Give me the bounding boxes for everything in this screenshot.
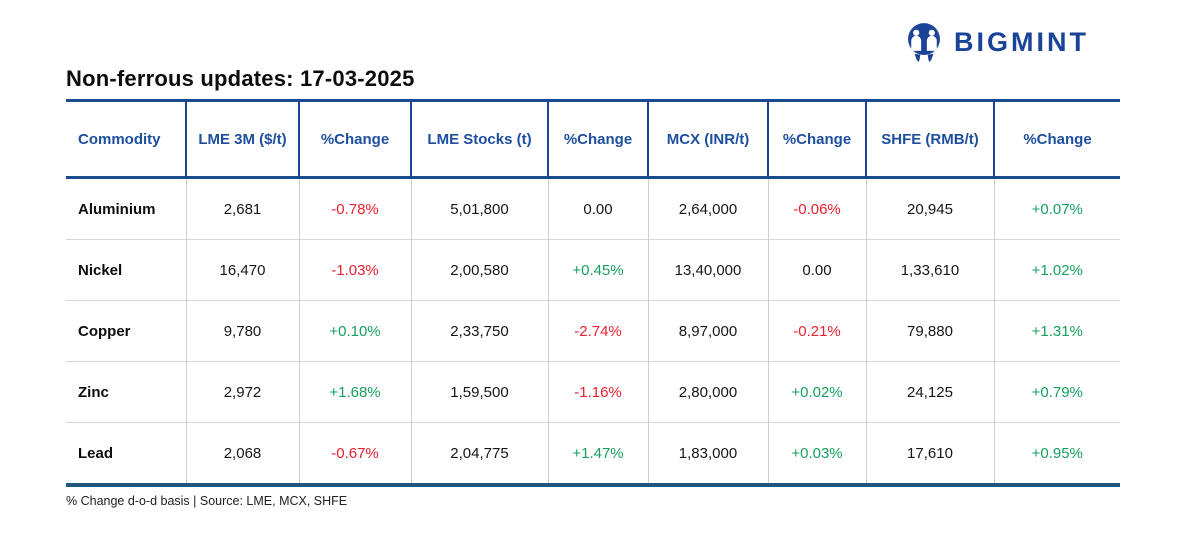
table-cell: 1,83,000 [647,422,768,487]
table-body: Aluminium 2,681 -0.78% 5,01,800 0.00 2,64,000… [66,177,1120,487]
column-header: Commodity [66,99,186,179]
table-cell: 9,780 [185,300,299,362]
brand-wordmark: BIGMINT [954,26,1089,57]
table-cell: +0.79% [993,361,1120,423]
table-cell: -1.16% [547,361,648,423]
table-cell: +0.07% [993,177,1120,240]
page-title: Non-ferrous updates: 17-03-2025 [66,66,415,91]
brand-header: BIGMINT [903,22,1089,62]
column-header: %Change [993,99,1120,179]
table-cell: +1.68% [298,361,411,423]
table-cell: 2,681 [185,177,299,240]
table-cell: 16,470 [185,239,299,301]
table-row: Zinc 2,972 +1.68% 1,59,500 -1.16% 2,80,000 +0.… [66,361,1120,423]
table-cell: -0.21% [767,300,866,362]
table-header-row: Commodity LME 3M ($/t) %Change LME Stocks (… [66,99,1120,179]
commodity-name: Copper [66,300,186,362]
commodity-name: Aluminium [66,177,186,240]
column-header: %Change [767,99,866,179]
table-row: Nickel 16,470 -1.03% 2,00,580 +0.45% 13,40,00… [66,239,1120,301]
table-cell: 0.00 [547,177,648,240]
table-cell: 2,04,775 [410,422,548,487]
table-cell: +0.10% [298,300,411,362]
table-cell: 0.00 [767,239,866,301]
column-header: LME 3M ($/t) [185,99,299,179]
table-cell: 20,945 [865,177,994,240]
table-cell: +0.03% [767,422,866,487]
table-row: Aluminium 2,681 -0.78% 5,01,800 0.00 2,64,000… [66,177,1120,240]
table-row: Lead 2,068 -0.67% 2,04,775 +1.47% 1,83,000 +0.… [66,422,1120,487]
table-cell: +0.45% [547,239,648,301]
column-header: LME Stocks (t) [410,99,548,179]
table-cell: 2,00,580 [410,239,548,301]
table-cell: +1.47% [547,422,648,487]
table-cell: 79,880 [865,300,994,362]
table-cell: 5,01,800 [410,177,548,240]
table-cell: 2,972 [185,361,299,423]
table-cell: -0.06% [767,177,866,240]
table-cell: 17,610 [865,422,994,487]
table-cell: 8,97,000 [647,300,768,362]
table-cell: +1.31% [993,300,1120,362]
table-cell: -0.67% [298,422,411,487]
column-header: %Change [298,99,411,179]
nonferrous-price-table: Commodity LME 3M ($/t) %Change LME Stocks (… [66,99,1120,487]
table-cell: 1,59,500 [410,361,548,423]
table-cell: -1.03% [298,239,411,301]
table-cell: 2,80,000 [647,361,768,423]
source-footnote: % Change d-o-d basis | Source: LME, MCX,… [66,494,348,508]
commodity-name: Zinc [66,361,186,423]
table-cell: +0.95% [993,422,1120,487]
table-cell: 1,33,610 [865,239,994,301]
table-cell: 13,40,000 [647,239,768,301]
table-row: Copper 9,780 +0.10% 2,33,750 -2.74% 8,97,000-… [66,300,1120,362]
table-cell: -2.74% [547,300,648,362]
commodity-name: Lead [66,422,186,487]
column-header: MCX (INR/t) [647,99,768,179]
table-cell: 2,068 [185,422,299,487]
bigmint-m-circle-icon [903,22,945,62]
table-cell: +0.02% [767,361,866,423]
commodity-name: Nickel [66,239,186,301]
table-cell: 2,64,000 [647,177,768,240]
table-cell: -0.78% [298,177,411,240]
table-cell: +1.02% [993,239,1120,301]
column-header: SHFE (RMB/t) [865,99,994,179]
table-cell: 2,33,750 [410,300,548,362]
column-header: %Change [547,99,648,179]
table-cell: 24,125 [865,361,994,423]
